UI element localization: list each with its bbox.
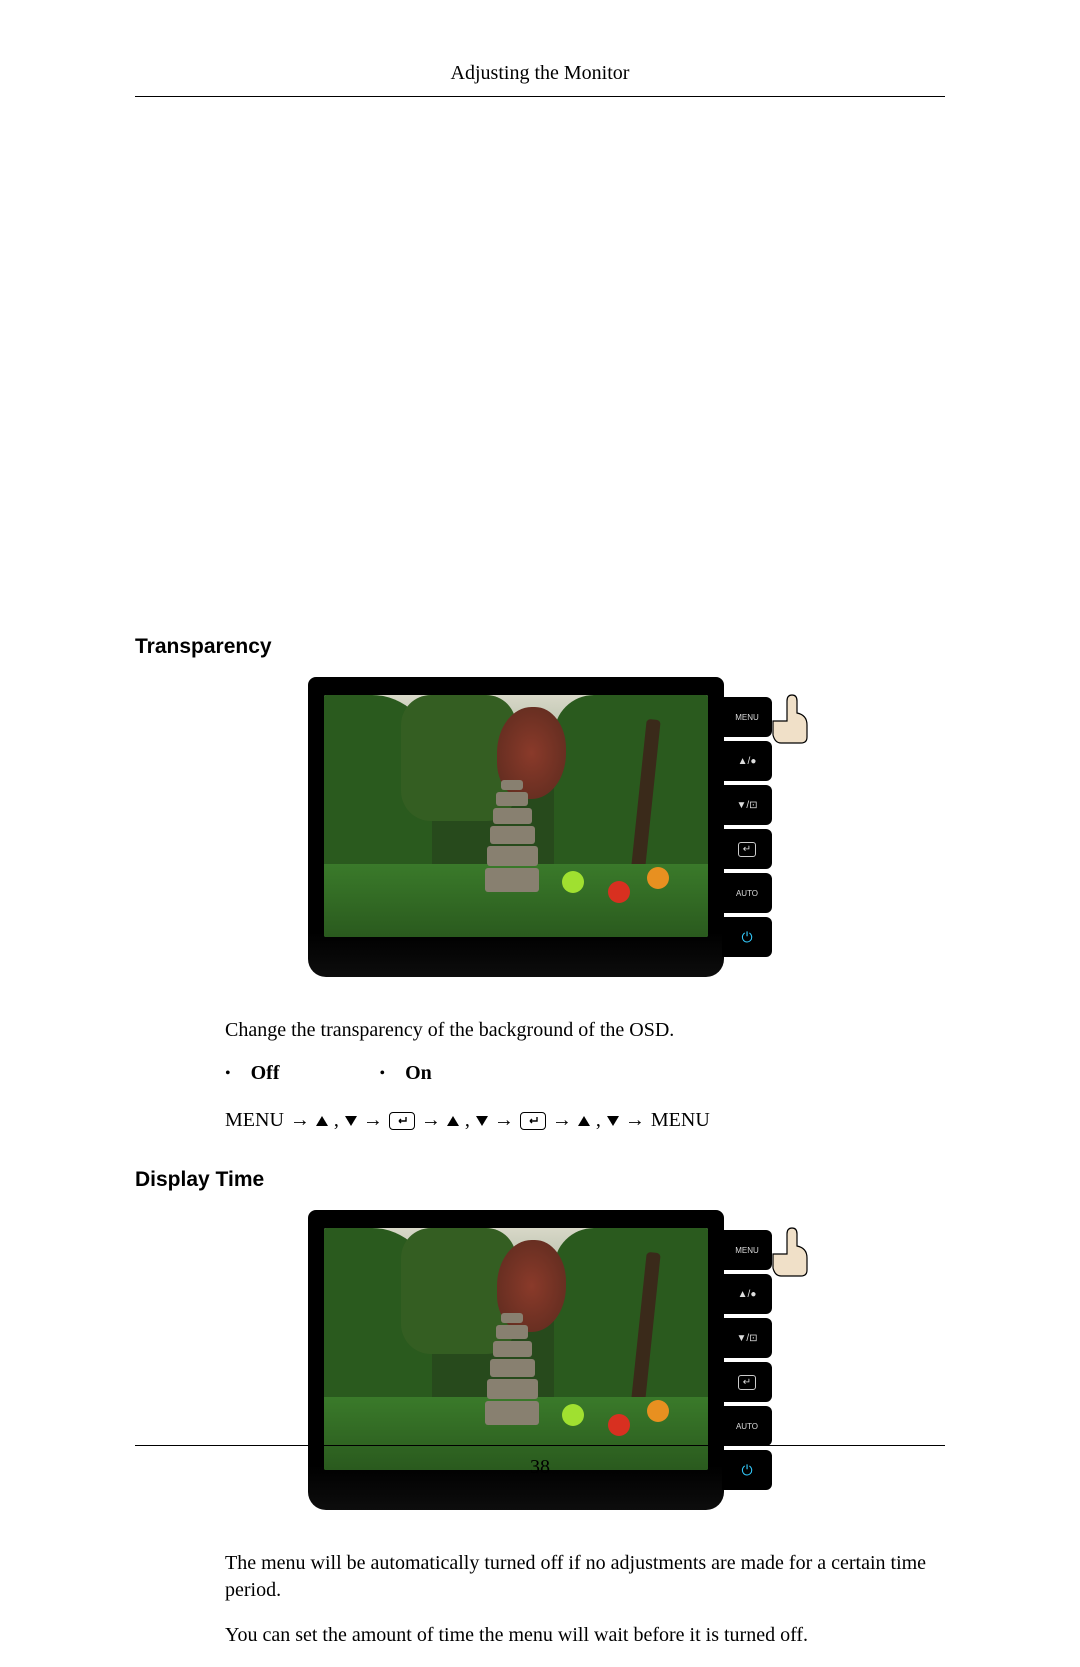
panel-down-label: ▼/⊡ bbox=[736, 1333, 757, 1344]
scene-pagoda bbox=[485, 1311, 539, 1441]
bullet-icon: • bbox=[225, 1065, 231, 1083]
pointing-hand-icon bbox=[762, 691, 814, 747]
page: Adjusting the Monitor Transparency bbox=[0, 0, 1080, 1527]
panel-auto-label: AUTO bbox=[736, 1422, 758, 1431]
option-off: • Off bbox=[225, 1062, 280, 1085]
triangle-down-icon bbox=[345, 1116, 357, 1126]
enter-icon: ↵ bbox=[738, 1375, 756, 1390]
arrow-right-icon: → bbox=[552, 1109, 572, 1132]
bullet-icon: • bbox=[380, 1065, 386, 1083]
nav-menu-text: MENU bbox=[651, 1109, 710, 1132]
display-time-description-1: The menu will be automatically turned of… bbox=[225, 1550, 945, 1604]
panel-up-label: ▲/● bbox=[738, 756, 757, 767]
option-on: • On bbox=[380, 1062, 432, 1085]
transparency-options: • Off • On bbox=[225, 1062, 945, 1085]
panel-auto-button[interactable]: AUTO bbox=[722, 1406, 772, 1446]
enter-key-icon bbox=[389, 1112, 415, 1130]
content-area: Transparency bbox=[135, 635, 945, 1667]
comma-text: , bbox=[334, 1109, 339, 1132]
triangle-down-icon bbox=[607, 1116, 619, 1126]
panel-power-button[interactable]: ⏻ bbox=[722, 917, 772, 957]
pointing-hand-icon bbox=[762, 1224, 814, 1280]
display-time-description-2: You can set the amount of time the menu … bbox=[225, 1622, 945, 1649]
page-number: 38 bbox=[135, 1456, 945, 1479]
panel-enter-button[interactable]: ↵ bbox=[722, 1362, 772, 1402]
panel-down-label: ▼/⊡ bbox=[736, 800, 757, 811]
monitor-screen bbox=[324, 695, 708, 937]
monitor-frame bbox=[308, 677, 724, 977]
monitor-group: MENU ▲/● ▼/⊡ ↵ AUTO ⏻ bbox=[308, 677, 772, 977]
control-panel: MENU ▲/● ▼/⊡ ↵ AUTO ⏻ bbox=[722, 697, 772, 957]
panel-menu-label: MENU bbox=[735, 1246, 759, 1255]
arrow-right-icon: → bbox=[363, 1109, 383, 1132]
arrow-right-icon: → bbox=[494, 1109, 514, 1132]
arrow-right-icon: → bbox=[421, 1109, 441, 1132]
option-on-label: On bbox=[405, 1062, 432, 1085]
nav-menu-text: MENU bbox=[225, 1109, 284, 1132]
section-heading-display-time: Display Time bbox=[135, 1168, 945, 1192]
panel-menu-label: MENU bbox=[735, 713, 759, 722]
triangle-up-icon bbox=[578, 1116, 590, 1126]
monitor-screen bbox=[324, 1228, 708, 1470]
page-footer: 38 bbox=[135, 1445, 945, 1479]
figure-transparency: MENU ▲/● ▼/⊡ ↵ AUTO ⏻ bbox=[135, 677, 945, 977]
menu-navigation-sequence: MENU → , → → , → → , → MENU bbox=[225, 1109, 945, 1132]
scene-lantern-orange bbox=[647, 1400, 669, 1422]
triangle-up-icon bbox=[316, 1116, 328, 1126]
page-header-title: Adjusting the Monitor bbox=[0, 62, 1080, 85]
power-icon: ⏻ bbox=[741, 929, 752, 946]
panel-auto-button[interactable]: AUTO bbox=[722, 873, 772, 913]
triangle-up-icon bbox=[447, 1116, 459, 1126]
section-heading-transparency: Transparency bbox=[135, 635, 945, 659]
enter-icon: ↵ bbox=[738, 842, 756, 857]
option-off-label: Off bbox=[251, 1062, 280, 1085]
triangle-down-icon bbox=[476, 1116, 488, 1126]
arrow-right-icon: → bbox=[625, 1109, 645, 1132]
scene-lantern-orange bbox=[647, 867, 669, 889]
scene-pagoda bbox=[485, 778, 539, 908]
transparency-description: Change the transparency of the backgroun… bbox=[225, 1017, 945, 1044]
arrow-right-icon: → bbox=[290, 1109, 310, 1132]
comma-text: , bbox=[465, 1109, 470, 1132]
panel-up-label: ▲/● bbox=[738, 1289, 757, 1300]
enter-key-icon bbox=[520, 1112, 546, 1130]
panel-down-button[interactable]: ▼/⊡ bbox=[722, 1318, 772, 1358]
footer-rule bbox=[135, 1445, 945, 1446]
panel-down-button[interactable]: ▼/⊡ bbox=[722, 785, 772, 825]
panel-auto-label: AUTO bbox=[736, 889, 758, 898]
comma-text: , bbox=[596, 1109, 601, 1132]
header-rule bbox=[135, 96, 945, 97]
panel-enter-button[interactable]: ↵ bbox=[722, 829, 772, 869]
